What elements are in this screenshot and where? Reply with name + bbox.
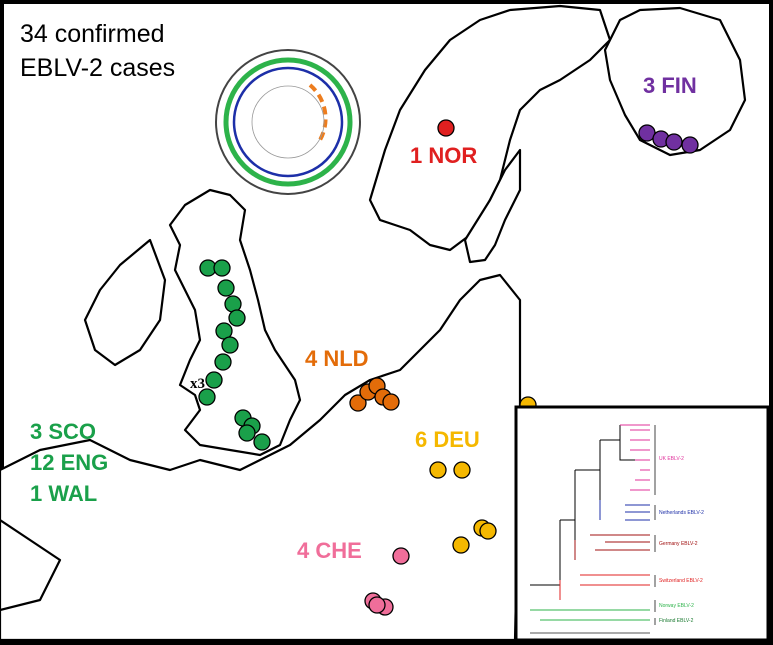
wal-label: 1 WAL <box>30 481 97 506</box>
tree-inset: UK EBLV-2 Netherlands EBLV-2 Germany EBL… <box>514 405 770 642</box>
deu-label: 6 DEU <box>415 427 480 452</box>
plasmid-map <box>215 49 361 195</box>
clade-label: Norway EBLV-2 <box>659 603 694 609</box>
coastlines <box>0 4 747 642</box>
eng-label: 12 ENG <box>30 450 108 475</box>
title-line: 34 confirmed <box>20 20 165 48</box>
sco-label: 3 SCO <box>30 419 96 444</box>
fin-label: 3 FIN <box>643 73 697 98</box>
dots <box>198 119 699 616</box>
title-line: EBLV-2 cases <box>20 54 175 82</box>
nor-label: 1 NOR <box>410 143 477 168</box>
nld-label: 4 NLD <box>305 346 369 371</box>
clade-label: Netherlands EBLV-2 <box>659 510 704 516</box>
clade-label: Switzerland EBLV-2 <box>659 578 703 584</box>
clade-label: UK EBLV-2 <box>659 456 684 462</box>
che-label: 4 CHE <box>297 538 362 563</box>
multiple-label: x3 <box>190 376 205 392</box>
clade-label: Finland EBLV-2 <box>659 618 694 624</box>
clade-label: Germany EBLV-2 <box>659 541 698 547</box>
